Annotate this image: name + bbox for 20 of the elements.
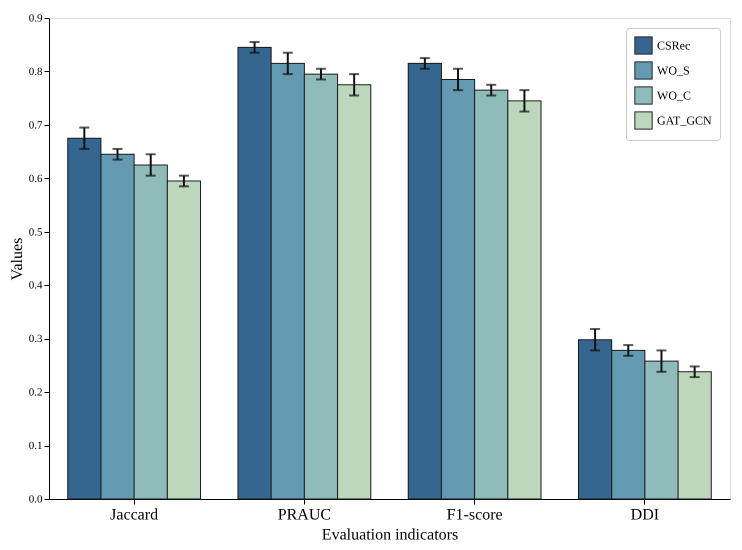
y-tick-label: 0.1 xyxy=(28,440,42,452)
y-tick-label: 0.3 xyxy=(28,333,43,346)
y-tick-label: 0.9 xyxy=(28,12,43,24)
x-axis-title: Evaluation indicators xyxy=(322,526,458,544)
x-tick-label: DDI xyxy=(630,506,660,524)
x-tick-label: Jaccard xyxy=(110,506,158,524)
legend-label: WO_S xyxy=(657,64,690,78)
y-tick-label: 0.7 xyxy=(28,119,43,132)
y-tick-label: 0.6 xyxy=(28,172,43,185)
legend-label: GAT_GCN xyxy=(657,114,712,128)
y-tick-label: 0.2 xyxy=(28,386,42,399)
legend-label: CSRec xyxy=(657,38,690,52)
legend-label: WO_C xyxy=(657,88,691,102)
y-tick-label: 0.5 xyxy=(28,226,43,238)
y-tick-label: 0.4 xyxy=(28,280,43,292)
x-tick-label: PRAUC xyxy=(278,506,332,524)
x-tick-label: F1-score xyxy=(446,506,503,524)
y-tick-label: 0.8 xyxy=(28,66,43,78)
y-axis-title: Values xyxy=(8,238,26,280)
y-tick-label: 0.0 xyxy=(28,494,43,506)
